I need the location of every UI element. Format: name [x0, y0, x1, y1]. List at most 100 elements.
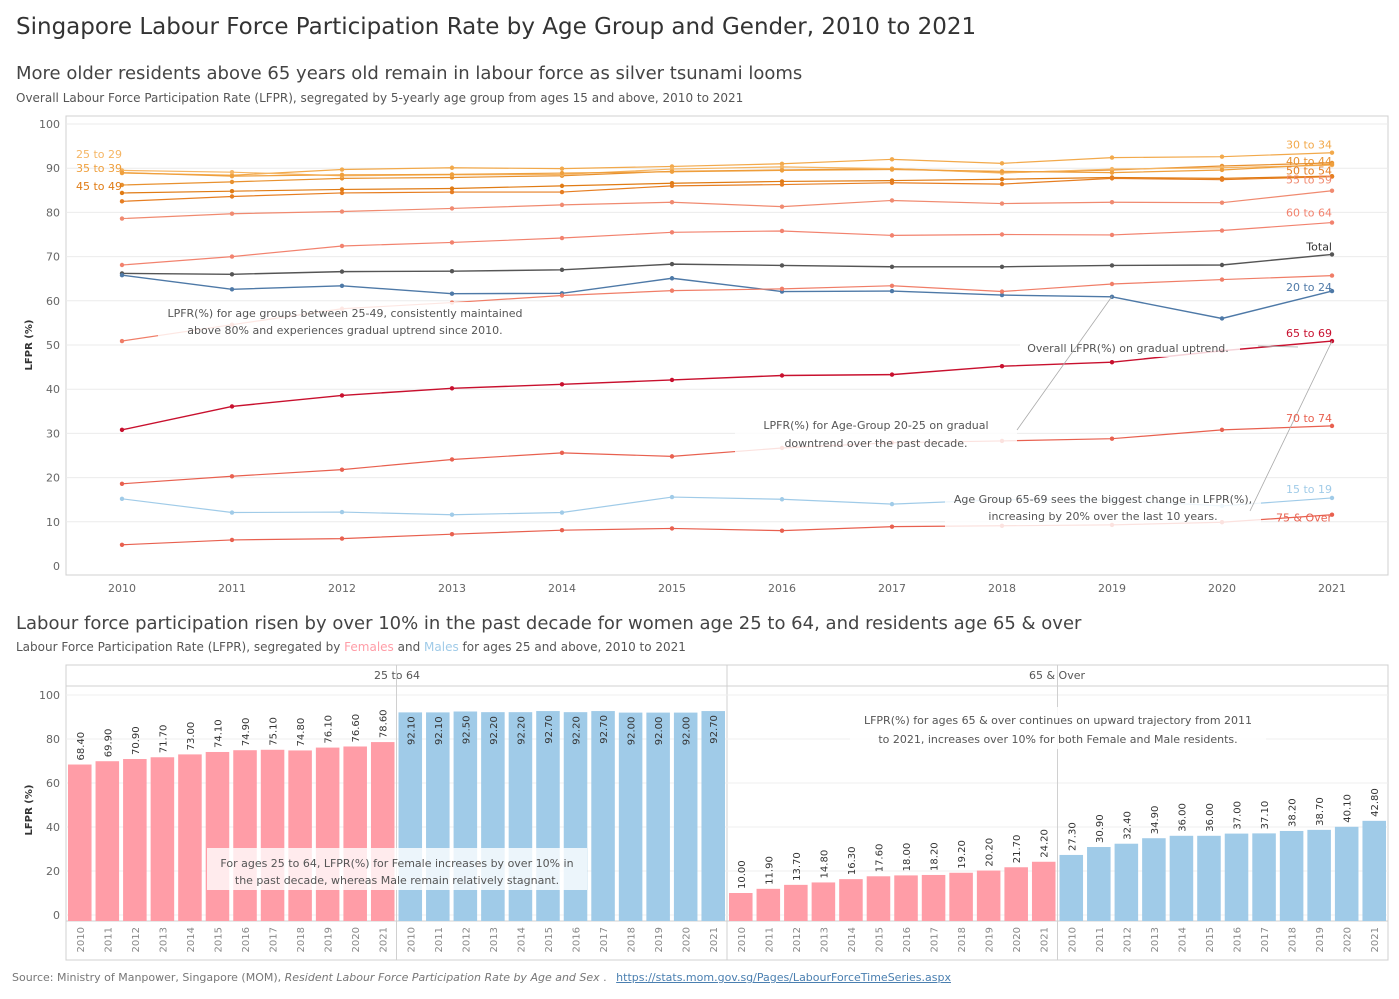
data-point	[1219, 262, 1225, 268]
bar-y-tick-label: 0	[53, 909, 60, 922]
data-point	[1329, 288, 1335, 294]
panel-title: 25 to 64	[374, 669, 420, 682]
data-point	[1109, 170, 1115, 175]
x-tick-label: 2015	[658, 582, 686, 595]
data-point	[779, 286, 785, 292]
data-point	[999, 201, 1005, 206]
annotation-65-69-line2: increasing by 20% over the last 10 years…	[988, 510, 1217, 523]
bar-year-label: 2018	[1288, 927, 1299, 952]
data-point	[999, 161, 1005, 166]
data-point	[1109, 436, 1115, 441]
bar-value-label: 14.80	[819, 850, 830, 879]
annotation-25-49: LPFR(%) for age groups between 25-49, co…	[158, 302, 523, 342]
bar-value-label: 74.80	[296, 718, 307, 747]
data-point	[1219, 228, 1225, 233]
data-point	[889, 372, 895, 377]
bar-value-label: 78.60	[379, 709, 390, 738]
annotation-65-over: LFPR(%) for ages 65 & over continues on …	[850, 707, 1266, 749]
data-point	[229, 173, 235, 179]
data-point	[339, 393, 345, 398]
bar-value-label: 30.90	[1095, 814, 1106, 843]
data-point	[889, 167, 895, 172]
data-point	[229, 188, 235, 194]
x-tick-label: 2017	[878, 582, 906, 595]
bar-year-label: 2021	[1040, 927, 1051, 952]
data-point	[339, 509, 345, 515]
bar	[1307, 829, 1331, 921]
bar	[839, 879, 863, 921]
data-point	[119, 542, 125, 547]
bar-value-label: 75.10	[269, 717, 280, 746]
series-label: 55 to 59	[1286, 174, 1332, 187]
bar-y-tick-label: 60	[46, 777, 60, 790]
data-point	[669, 454, 675, 459]
bar-year-label: 2018	[296, 927, 307, 952]
series-label: Total	[1305, 240, 1332, 253]
bar	[1279, 830, 1304, 921]
bar	[591, 711, 615, 921]
bar-year-label: 2012	[1122, 927, 1133, 952]
annotation-total-box	[1020, 339, 1240, 357]
data-point	[559, 450, 565, 456]
data-point	[1109, 200, 1115, 205]
y-tick-label: 60	[46, 295, 60, 308]
data-point	[229, 254, 235, 259]
bar-year-label: 2010	[1067, 927, 1078, 952]
data-point	[1109, 155, 1115, 160]
bar-value-label: 92.00	[627, 717, 638, 746]
data-point	[339, 172, 345, 178]
annotation-65-69-connector	[1249, 340, 1333, 512]
series-label: 15 to 19	[1286, 483, 1332, 496]
bar-year-label: 2019	[324, 927, 335, 952]
data-point	[1329, 150, 1335, 155]
bar	[68, 764, 92, 921]
bar	[756, 888, 781, 921]
data-point	[449, 457, 455, 462]
bar	[1334, 826, 1359, 921]
series-label: 35 to 39	[76, 162, 122, 175]
bar-year-label: 2011	[764, 927, 775, 952]
bar-year-label: 2015	[874, 927, 885, 952]
data-point	[999, 264, 1005, 269]
annotation-20-24-connector	[1016, 296, 1113, 431]
series-label: 75 & Over	[1276, 512, 1333, 525]
bar	[673, 712, 698, 921]
y-tick-label: 70	[46, 251, 60, 264]
bar	[343, 746, 367, 921]
x-tick-label: 2011	[218, 582, 246, 595]
bar-value-label: 92.20	[489, 716, 500, 745]
series-line	[121, 175, 1333, 202]
x-tick-label: 2013	[438, 582, 466, 595]
line-chart-subtitle: Overall Labour Force Participation Rate …	[16, 91, 744, 105]
series-label: 40 to 44	[1286, 155, 1332, 168]
data-point	[229, 169, 235, 175]
series-label: 60 to 64	[1286, 207, 1332, 220]
data-point	[1219, 200, 1225, 205]
data-point	[339, 167, 345, 172]
data-point	[449, 189, 455, 195]
bar-year-label: 2020	[1343, 927, 1354, 952]
bar-value-label: 36.00	[1205, 803, 1216, 832]
data-point	[229, 272, 235, 277]
data-point	[999, 181, 1005, 187]
data-point	[999, 364, 1005, 369]
data-point	[229, 287, 235, 292]
bar-year-label: 2017	[1260, 927, 1271, 952]
data-point	[1109, 360, 1115, 365]
data-point	[1329, 252, 1335, 257]
annotation-20-24: LPFR(%) for Age-Group 20-25 on gradual do…	[735, 415, 1017, 455]
source-link[interactable]: https://stats.mom.gov.sg/Pages/LabourFor…	[616, 971, 951, 984]
source-note: Source: Ministry of Manpower, Singapore …	[12, 971, 951, 984]
series-line	[121, 175, 1333, 194]
bar-year-label: 2012	[461, 927, 472, 952]
bar-year-label: 2018	[627, 927, 638, 952]
annotation-65-over-line2: to 2021, increases over 10% for both Fem…	[878, 733, 1237, 746]
annotation-65-over-line1: LFPR(%) for ages 65 & over continues on …	[864, 714, 1252, 727]
bar-value-label: 92.00	[654, 717, 665, 746]
bar	[315, 747, 340, 921]
bar-value-label: 68.40	[76, 732, 87, 761]
y-tick-label: 0	[53, 560, 60, 573]
bar-value-label: 92.20	[516, 716, 527, 745]
bar	[618, 712, 643, 921]
subtitle-prefix: Labour Force Participation Rate (LFPR), …	[16, 640, 345, 654]
